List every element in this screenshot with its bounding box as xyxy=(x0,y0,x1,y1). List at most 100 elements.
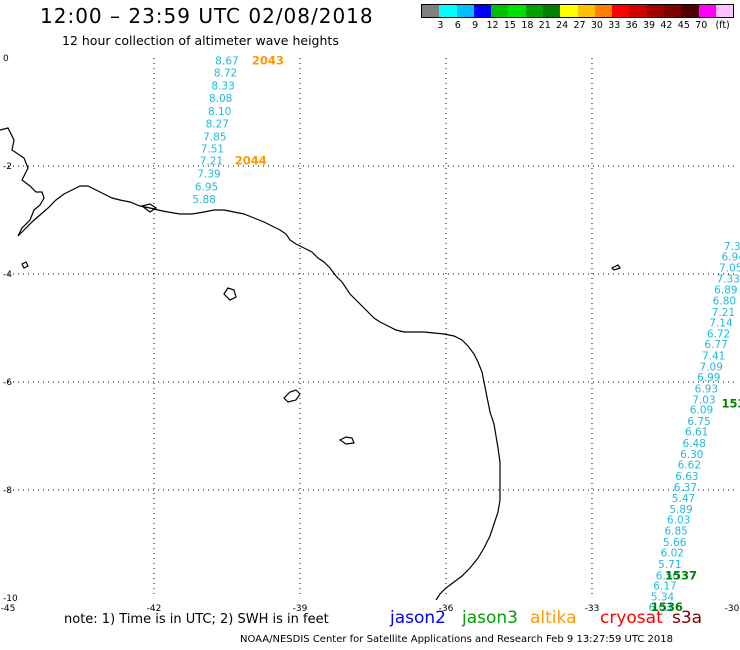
color-scale-tick: 27 xyxy=(573,20,586,31)
longitude-tick-label: -39 xyxy=(293,604,308,614)
wave-height-value: 6.50 xyxy=(656,570,679,582)
footer-credit: NOAA/NESDIS Center for Satellite Applica… xyxy=(240,634,673,645)
color-scale-tick: 30 xyxy=(590,20,603,31)
color-swatch xyxy=(525,5,543,17)
wave-height-value: 7.05 xyxy=(719,263,740,275)
color-scale-tick: 15 xyxy=(503,20,516,31)
wave-height-value: 6.77 xyxy=(704,339,727,351)
wave-height-value: 5.34 xyxy=(651,591,675,603)
color-swatch xyxy=(715,5,734,17)
lat-lon-grid xyxy=(8,58,738,598)
wave-height-value: 7.14 xyxy=(709,318,733,330)
wave-height-value: 8.27 xyxy=(206,118,229,130)
color-swatch xyxy=(612,5,630,17)
wave-height-value: 6.03 xyxy=(648,602,671,614)
color-scale-tick: 12 xyxy=(486,20,499,31)
pass-time-label: 2044 xyxy=(235,154,267,168)
wave-height-value: 6.03 xyxy=(667,515,690,527)
track-jason3-pass-right: 7.376.947.057.336.896.807.217.146.726.77… xyxy=(648,241,740,614)
coastline-island-a xyxy=(223,287,237,301)
coastline xyxy=(0,127,621,601)
longitude-tick-label: -45 xyxy=(1,604,16,614)
wave-height-value: 7.33 xyxy=(717,273,740,285)
wave-height-value: 8.08 xyxy=(209,93,232,105)
color-scale-tick: 39 xyxy=(643,20,656,31)
color-swatch xyxy=(473,5,492,17)
wave-height-value: 8.72 xyxy=(214,68,237,80)
coastline-island-e xyxy=(610,264,621,271)
wave-height-value: 5.88 xyxy=(192,194,215,206)
wave-height-value: 6.17 xyxy=(653,581,676,593)
coastline-island-b xyxy=(283,389,301,403)
color-swatch xyxy=(577,5,595,17)
track-altika-pass-left: 8.678.728.338.088.108.277.857.517.217.39… xyxy=(192,54,283,206)
color-scale-tick: 45 xyxy=(677,20,690,31)
wave-height-value: 7.85 xyxy=(203,131,226,143)
latitude-tick-label: -2 xyxy=(3,162,12,172)
color-swatch xyxy=(698,5,716,17)
coastline-island-c xyxy=(338,436,355,445)
color-swatch xyxy=(542,5,561,17)
wave-height-value: 7.09 xyxy=(700,361,723,373)
longitude-tick-label: -33 xyxy=(585,604,600,614)
wave-height-value: 6.80 xyxy=(713,295,736,307)
color-scale-tick: 33 xyxy=(608,20,621,31)
wave-height-value: 6.02 xyxy=(661,548,684,560)
latitude-tick-label: -10 xyxy=(3,594,18,604)
color-scale-labels: 3 6 9 12 15 18 21 24 27 30 33 36 39 42 45 70 (ft) xyxy=(421,18,734,31)
wave-height-value: 6.37 xyxy=(674,482,697,494)
wave-height-value: 8.67 xyxy=(215,56,238,68)
color-swatch xyxy=(456,5,474,17)
color-swatch xyxy=(594,5,613,17)
color-swatch xyxy=(663,5,682,17)
wave-height-value: 6.95 xyxy=(195,182,218,194)
wave-height-value: 7.37 xyxy=(724,241,740,253)
color-scale-unit: (ft) xyxy=(715,20,730,31)
pass-time-label: 2043 xyxy=(252,54,284,68)
pass-time-label: 1536 xyxy=(651,600,683,614)
wave-height-value: 5.47 xyxy=(672,493,695,505)
latitude-tick-label: 0 xyxy=(3,54,9,64)
satellite-name-s3a: s3a xyxy=(672,608,703,628)
wave-height-value: 6.72 xyxy=(707,328,730,340)
satellite-name-jason3: jason3 xyxy=(462,608,518,628)
color-scale-tick: 3 xyxy=(437,20,444,31)
wave-height-value: 7.21 xyxy=(712,307,735,319)
wave-height-value: 6.61 xyxy=(685,427,708,439)
color-scale-bar xyxy=(421,4,734,18)
wave-height-value: 7.21 xyxy=(200,156,223,168)
map-title: 12:00 – 23:59 UTC 02/08/2018 xyxy=(40,4,374,28)
footer-note: note: 1) Time is in UTC; 2) SWH is in fe… xyxy=(64,612,329,627)
wave-height-value: 7.39 xyxy=(197,169,220,181)
coastline-island-d xyxy=(140,203,158,213)
latitude-tick-label: -8 xyxy=(3,486,12,496)
wave-height-value: 6.62 xyxy=(678,460,701,472)
coastline-mainland xyxy=(0,127,501,601)
wave-height-value: 5.89 xyxy=(669,504,692,516)
wave-height-value: 6.85 xyxy=(664,526,687,538)
longitude-tick-label: -30 xyxy=(725,604,740,614)
wave-height-value: 6.94 xyxy=(721,252,740,264)
color-swatch xyxy=(560,5,578,17)
color-swatch xyxy=(681,5,699,17)
wave-height-value: 5.71 xyxy=(658,559,681,571)
color-scale-tick: 36 xyxy=(625,20,638,31)
color-scale-tick: 18 xyxy=(521,20,534,31)
color-scale-tick: 9 xyxy=(472,20,479,31)
color-scale-tick: 24 xyxy=(556,20,569,31)
satellite-name-jason2: jason2 xyxy=(390,608,446,628)
color-swatch xyxy=(646,5,664,17)
latitude-tick-label: -4 xyxy=(3,270,12,280)
latitude-tick-label: -6 xyxy=(3,378,12,388)
wave-height-value: 6.75 xyxy=(687,416,710,428)
color-swatch xyxy=(491,5,509,17)
satellite-name-altika: altika xyxy=(530,608,577,628)
altimeter-tracks: 8.678.728.338.088.108.277.857.517.217.39… xyxy=(192,54,740,614)
wave-height-value: 6.63 xyxy=(675,471,698,483)
wave-height-value: 7.03 xyxy=(692,394,715,406)
pass-time-label: 153 xyxy=(721,397,740,411)
longitude-tick-label: -36 xyxy=(439,604,454,614)
longitude-tick-label: -42 xyxy=(147,604,162,614)
pass-time-label: 1537 xyxy=(665,568,697,582)
